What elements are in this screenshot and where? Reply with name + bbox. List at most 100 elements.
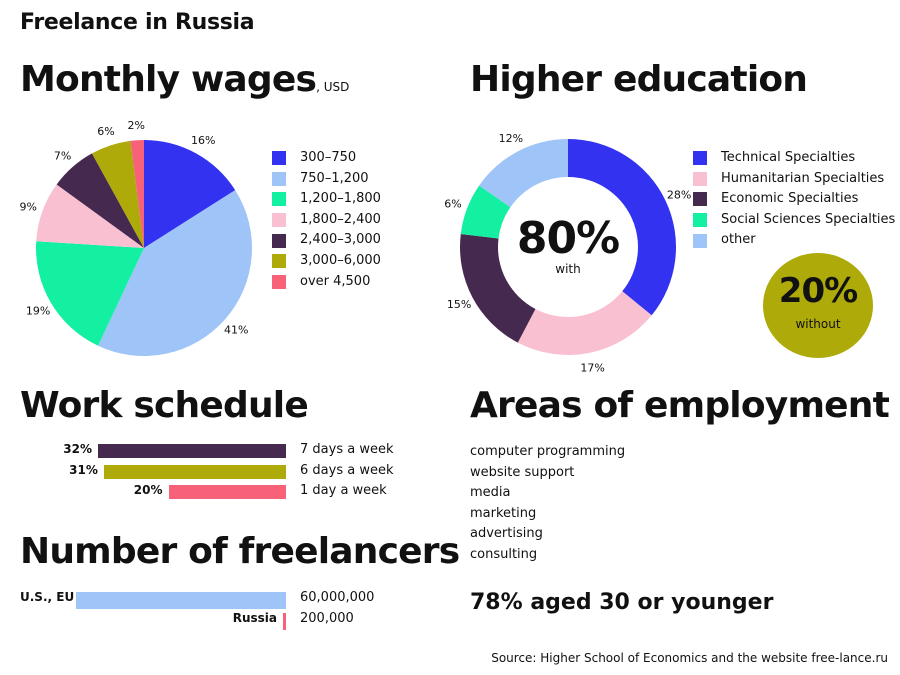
freelancers-title: Number of freelancers: [20, 531, 460, 572]
legend-item-2-400-3-000: 2,400–3,000: [272, 230, 381, 251]
freelancers-bar-right-label: 200,000: [300, 611, 354, 626]
legend-label: Technical Specialties: [721, 150, 856, 165]
employment-list: computer programming website support med…: [470, 442, 625, 565]
education-slice-label: 12%: [499, 132, 523, 145]
wages-title: Monthly wages, USD: [20, 62, 349, 98]
legend-swatch: [693, 192, 707, 207]
wages-slice-label: 19%: [26, 305, 50, 318]
legend-item-humanitarian-specialties: Humanitarian Specialties: [693, 169, 895, 190]
schedule-bar-left-label: 32%: [63, 442, 92, 456]
schedule-title: Work schedule: [20, 385, 309, 426]
freelancers-bar-right-label: 60,000,000: [300, 590, 375, 605]
employment-title: Areas of employment: [470, 385, 890, 426]
freelancers-bar-russia: [283, 613, 286, 630]
schedule-bar-right-label: 6 days a week: [300, 462, 394, 478]
schedule-bar-1-day-a-week: [168, 485, 286, 499]
legend-swatch: [272, 233, 286, 248]
wages-slice-1-800-2-400: [36, 184, 144, 248]
legend-swatch: [272, 171, 286, 186]
legend-item-3-000-6-000: 3,000–6,000: [272, 251, 381, 272]
employment-item: consulting: [470, 546, 538, 562]
employment-item: media: [470, 485, 511, 500]
legend-label: 1,800–2,400: [300, 211, 381, 227]
wages-unit: , USD: [316, 80, 350, 94]
freelancers-bar-left-label: Russia: [232, 611, 277, 625]
legend-item-economic-specialties: Economic Specialties: [693, 189, 895, 210]
schedule-bar-6-days-a-week: [103, 464, 286, 479]
wages-slice-2-400-3-000: [56, 153, 145, 248]
legend-item-750-1-200: 750–1,200: [272, 169, 381, 190]
education-slice-label: 6%: [444, 197, 461, 210]
without-label: without: [795, 317, 841, 331]
legend-label: 300–750: [300, 150, 357, 165]
wages-slice-label: 41%: [224, 323, 248, 336]
freelancers-bar-u-s-eu: [76, 592, 286, 609]
legend-item-1-800-2-400: 1,800–2,400: [272, 210, 381, 231]
source-note: Source: Higher School of Economics and t…: [491, 651, 888, 665]
employment-item: advertising: [470, 526, 543, 541]
freelancers-bar-left-label: U.S., EU: [20, 590, 75, 604]
legend-swatch: [693, 233, 707, 248]
legend-swatch: [272, 254, 286, 269]
legend-label: over 4,500: [300, 273, 371, 289]
employment-item: computer programming: [470, 444, 626, 459]
wages-slice-300-750: [144, 140, 236, 248]
without-value: 20%: [778, 271, 858, 311]
schedule-bar-left-label: 20%: [133, 483, 163, 497]
legend-label: Economic Specialties: [721, 191, 859, 207]
employment-item: marketing: [470, 505, 537, 521]
legend-swatch: [272, 151, 286, 166]
wages-legend: 300–750 750–1,200 1,200–1,800 1,800–2,400 2,…: [272, 148, 381, 292]
wages-slice-label: 6%: [97, 125, 114, 138]
employment-item: website support: [470, 464, 575, 480]
without-circle: 20% without: [763, 253, 873, 358]
education-center-label: with: [555, 262, 580, 276]
schedule-bar-chart: 32% 7 days a week 31% 6 days a week 20% 1 day…: [0, 442, 440, 504]
legend-label: 3,000–6,000: [300, 252, 381, 268]
legend-label: 2,400–3,000: [300, 232, 381, 248]
legend-item-1-200-1-800: 1,200–1,800: [272, 189, 381, 210]
schedule-bar-left-label: 31%: [69, 462, 98, 477]
legend-swatch: [693, 213, 707, 228]
education-title: Higher education: [470, 59, 808, 100]
education-slice-other: [479, 139, 568, 208]
page-title: Freelance in Russia: [20, 10, 255, 35]
wages-pie-chart: 16% 41% 19% 9% 7% 6% 2%: [20, 119, 252, 356]
schedule-bar-right-label: 1 day a week: [300, 483, 387, 498]
legend-label: 750–1,200: [300, 170, 369, 186]
wages-slice-750-1-200: [98, 190, 252, 356]
wages-slice-label: 9%: [20, 200, 37, 213]
legend-item-other: other: [693, 230, 895, 251]
legend-label: 1,200–1,800: [300, 191, 381, 207]
legend-swatch: [693, 151, 707, 166]
education-legend: Technical Specialties Humanitarian Specia…: [693, 148, 895, 251]
legend-item-social-sciences-specialties: Social Sciences Specialties: [693, 210, 895, 231]
wages-title-text: Monthly wages: [20, 59, 317, 100]
legend-item-over-4-500: over 4,500: [272, 272, 381, 293]
wages-slice-label: 2%: [128, 119, 145, 132]
wages-slice-3-000-6-000: [91, 140, 144, 248]
legend-swatch: [693, 171, 707, 186]
wages-slice-1-200-1-800: [35, 241, 144, 346]
education-donut-chart: 28% 17% 15% 6% 12% 80%with: [444, 132, 691, 375]
legend-swatch: [272, 213, 286, 228]
legend-item-technical-specialties: Technical Specialties: [693, 148, 895, 169]
education-slice-label: 28%: [667, 188, 691, 201]
legend-swatch: [272, 192, 286, 207]
legend-label: Humanitarian Specialties: [721, 170, 885, 186]
legend-item-300-750: 300–750: [272, 148, 381, 169]
education-slice-economic-specialties: [460, 233, 536, 343]
education-slice-label: 15%: [447, 298, 471, 311]
education-slice-label: 17%: [580, 362, 604, 375]
wages-slice-over-4-500: [130, 140, 144, 248]
education-center-value: 80%: [517, 213, 619, 264]
schedule-bar-7-days-a-week: [98, 444, 286, 458]
education-slice-technical-specialties: [568, 139, 676, 316]
age-note: 78% aged 30 or younger: [470, 590, 774, 615]
wages-slice-label: 16%: [191, 134, 215, 147]
schedule-bar-right-label: 7 days a week: [300, 442, 394, 457]
education-slice-social-sciences-specialties: [460, 185, 511, 239]
wages-slice-label: 7%: [54, 150, 71, 163]
legend-label: other: [721, 232, 756, 248]
legend-swatch: [272, 274, 286, 289]
